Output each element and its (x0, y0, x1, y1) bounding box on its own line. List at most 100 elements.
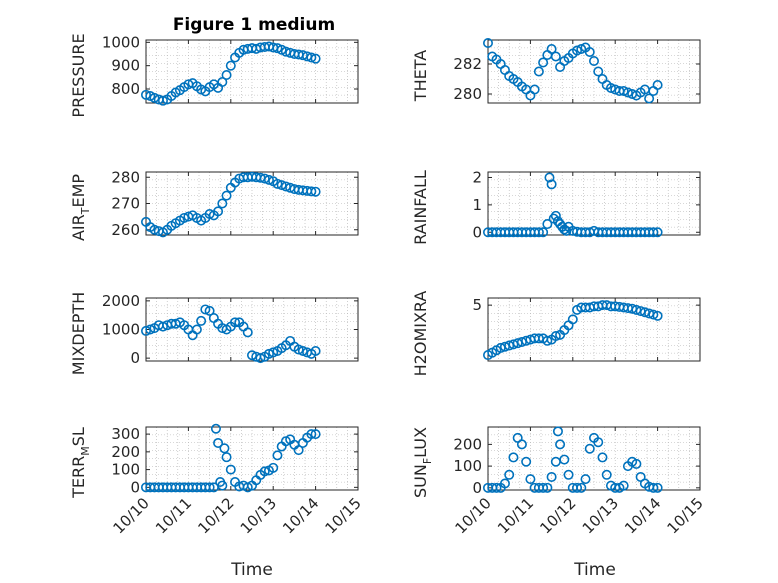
data-point (157, 95, 168, 106)
data-point (525, 474, 536, 485)
data-point (550, 51, 561, 62)
data-point (529, 84, 540, 95)
data-point (310, 186, 321, 197)
data-point (499, 65, 510, 76)
data-point (588, 55, 599, 66)
data-point (597, 74, 608, 85)
axes-frame (487, 39, 701, 104)
data-point (550, 331, 561, 342)
y-tick-label: 800 (111, 80, 140, 98)
data-point (306, 429, 317, 440)
data-point (157, 321, 168, 332)
x-tick-label: 10/15 (664, 494, 707, 537)
data-point (247, 350, 258, 361)
data-point (542, 49, 553, 60)
data-point (504, 469, 515, 480)
data-point (525, 90, 536, 101)
x-tick-label: 10/11 (152, 494, 195, 537)
data-point (217, 198, 228, 209)
data-point (652, 310, 663, 321)
data-point (263, 348, 274, 359)
data-point (563, 469, 574, 480)
data-point (293, 344, 304, 355)
data-point (576, 43, 587, 54)
data-point (208, 313, 219, 324)
y-tick-label: 2 (472, 168, 482, 186)
subplot-rainfall: 0 1 2 RAINFALL (411, 168, 701, 245)
x-tick-label: 10/12 (536, 494, 579, 537)
y-tick-label: 270 (111, 195, 140, 213)
data-point (242, 327, 253, 338)
data-point (276, 180, 287, 191)
axes-frame (487, 297, 701, 362)
data-point (213, 206, 224, 217)
y-axis-label-7: SUNFLUX (411, 427, 434, 498)
x-tick-label: 10/13 (579, 494, 622, 537)
data-point (593, 66, 604, 77)
data-point (259, 173, 270, 184)
x-tick-label: 10/15 (322, 494, 365, 537)
data-point (533, 227, 544, 238)
data-point (516, 439, 527, 450)
y-tick-label: 282 (453, 55, 482, 73)
y-tick-label: 1000 (102, 33, 140, 51)
data-point (652, 482, 663, 493)
data-point (544, 172, 555, 183)
data-point (593, 437, 604, 448)
y-tick-label: 100 (111, 461, 140, 479)
data-point (141, 325, 152, 336)
data-point (572, 482, 583, 493)
data-point (618, 480, 629, 491)
data-point (572, 45, 583, 56)
data-point (293, 445, 304, 456)
data-point (618, 86, 629, 97)
y-tick-label: 260 (111, 221, 140, 239)
data-point (533, 66, 544, 77)
y-tick-label: 0 (130, 349, 140, 367)
data-point (204, 209, 215, 220)
data-point (538, 227, 549, 238)
y-tick-label: 0 (130, 478, 140, 496)
data-point (306, 52, 317, 63)
y-tick-label: 200 (453, 435, 482, 453)
data-point (542, 219, 553, 230)
data-point (508, 452, 519, 463)
data-point (546, 471, 557, 482)
data-point (272, 450, 283, 461)
y-tick-label: 5 (472, 296, 482, 314)
data-point (521, 456, 532, 467)
data-point (597, 452, 608, 463)
data-point (268, 462, 279, 473)
data-point (306, 186, 317, 197)
data-point (576, 482, 587, 493)
y-axis-label-3: RAINFALL (411, 170, 430, 245)
y-tick-label: 0 (472, 223, 482, 241)
y-axis-label-1: THETA (411, 50, 430, 102)
data-point (187, 330, 198, 341)
data-point (555, 439, 566, 450)
data-point (221, 70, 232, 81)
data-point (259, 466, 270, 477)
subplot-mixdepth: 0 1000 2000 MIXDEPTH (69, 292, 359, 375)
x-tick-label: 10/11 (494, 494, 537, 537)
data-point (263, 174, 274, 185)
data-point (179, 212, 190, 223)
y-tick-label: 300 (111, 425, 140, 443)
y-tick-label: 1000 (102, 321, 140, 339)
data-point (210, 423, 221, 434)
data-point (204, 305, 215, 316)
data-point (268, 347, 279, 358)
x-tick-label: 10/14 (621, 494, 664, 537)
axes-frame (487, 426, 701, 491)
data-point (542, 482, 553, 493)
data-point (491, 482, 502, 493)
data-point (141, 89, 152, 100)
x-tick-label: 10/12 (194, 494, 237, 537)
data-point (648, 86, 659, 97)
subplot-theta: 280 282 THETA (411, 37, 701, 104)
data-point (213, 437, 224, 448)
data-point (221, 452, 232, 463)
